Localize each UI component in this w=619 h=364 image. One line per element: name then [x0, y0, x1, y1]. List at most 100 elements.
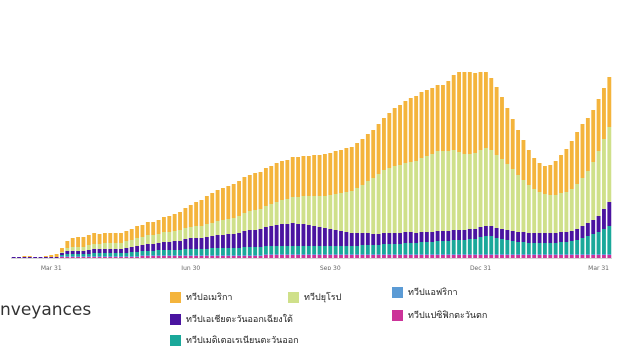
bar-segment-s3-18	[108, 249, 113, 253]
chart-svg: Mar 31 Jun 30 Sep 30 Dec 31 Mar 31	[11, 72, 612, 270]
bar-segment-s4-38	[215, 221, 220, 235]
bar-segment-s5-15	[92, 233, 97, 244]
bar-segment-s2-40	[226, 248, 231, 255]
bar-segment-s0-60	[333, 255, 338, 258]
bar-segment-s0-44	[247, 256, 252, 258]
bar-segment-s1-12	[76, 256, 80, 257]
bar-segment-s4-22	[129, 240, 134, 247]
bar-segment-s1-28	[162, 255, 166, 256]
bar-segment-s1-9	[60, 256, 64, 257]
bar-segment-s4-15	[92, 244, 97, 249]
bar-segment-s5-39	[221, 188, 225, 220]
bar-segment-s3-1	[17, 257, 21, 258]
bar-segment-s2-109	[596, 232, 601, 254]
bar-segment-s1-42	[237, 255, 241, 256]
bar-segment-s3-90	[494, 228, 499, 238]
bar-segment-s3-99	[542, 233, 547, 243]
bar-segment-s5-17	[102, 233, 107, 243]
bar-segment-s3-88	[483, 226, 488, 236]
bar-segment-s3-87	[478, 227, 483, 237]
bar-segment-s3-110	[602, 209, 606, 229]
chart-legend: ทวีปอเมริกา ทวีปยุโรป ทวีปแอฟริกา ทวีปเอ…	[170, 283, 487, 363]
bar-segment-s3-37	[210, 236, 215, 248]
bar-segment-s4-17	[102, 243, 107, 249]
bar-segment-s0-42	[237, 256, 241, 258]
bar-segment-s2-89	[489, 236, 494, 254]
bar-segment-s3-101	[553, 233, 558, 243]
bar-segment-s1-74	[408, 254, 413, 255]
bar-segment-s3-66	[365, 233, 370, 245]
bar-segment-s0-25	[145, 256, 150, 258]
bar-segment-s4-96	[526, 185, 531, 233]
bar-segment-s0-104	[569, 255, 574, 258]
bar-segment-s1-90	[494, 254, 499, 255]
bar-segment-s2-107	[585, 236, 590, 254]
bar-segment-s3-31	[178, 241, 182, 250]
bar-segment-s3-36	[204, 237, 209, 249]
bar-segment-s0-68	[376, 255, 381, 258]
bar-segment-s1-73	[403, 254, 408, 255]
bar-segment-s4-107	[585, 171, 590, 223]
bar-segment-s0-19	[113, 257, 118, 258]
bar-segment-s5-53	[296, 157, 301, 197]
bar-segment-s5-42	[237, 181, 241, 216]
bar-segment-s4-97	[532, 189, 537, 233]
bar-segment-s4-70	[387, 168, 392, 233]
bar-segment-s4-67	[371, 178, 376, 234]
bar-segment-s0-63	[349, 255, 354, 258]
legend-item-africa: ทวีปแอฟริกา	[392, 285, 458, 299]
bar-segment-s1-52	[290, 254, 295, 255]
bar-segment-s1-30	[172, 255, 177, 256]
bar-segment-s3-95	[521, 232, 526, 242]
bar-segment-s1-44	[247, 255, 252, 256]
bar-segment-s4-44	[247, 211, 252, 230]
bar-segment-s4-89	[489, 150, 494, 226]
legend-swatch-americas	[170, 291, 181, 303]
bar-segment-s4-40	[226, 219, 231, 234]
bar-segment-s4-84	[462, 154, 467, 230]
bar-segment-s5-73	[403, 101, 408, 163]
bar-segment-s3-86	[473, 229, 478, 239]
bar-segment-s0-57	[317, 255, 322, 258]
bar-segment-s2-66	[365, 245, 370, 254]
bar-segment-s1-66	[365, 254, 370, 255]
bar-segment-s0-59	[328, 255, 333, 258]
bar-segment-s5-23	[135, 226, 140, 238]
bar-segment-s1-94	[516, 254, 521, 255]
bar-segment-s4-25	[145, 235, 150, 244]
bar-segment-s2-75	[414, 243, 419, 254]
bar-segment-s2-64	[355, 246, 360, 254]
bar-segment-s5-64	[355, 143, 360, 188]
bar-segment-s2-61	[339, 246, 343, 254]
bar-segment-s4-103	[564, 192, 569, 232]
bar-segment-s3-28	[162, 242, 166, 250]
bar-segment-s0-21	[124, 257, 129, 258]
bar-segment-s5-71	[392, 108, 397, 166]
bar-segment-s0-41	[231, 256, 236, 258]
bar-segment-s1-86	[473, 254, 478, 255]
bar-segment-s1-21	[124, 256, 129, 257]
bar-segment-s0-56	[312, 255, 317, 258]
bar-segment-s0-76	[419, 255, 424, 258]
bar-segment-s0-78	[430, 255, 435, 258]
bar-segment-s0-23	[135, 257, 140, 258]
bar-segment-s0-48	[269, 255, 274, 258]
bar-segment-s2-60	[333, 246, 338, 254]
bar-segment-s4-105	[575, 184, 580, 229]
bar-segment-s4-14	[86, 245, 91, 250]
bar-segment-s5-85	[467, 72, 472, 154]
bar-segment-s1-78	[430, 254, 435, 255]
bar-segment-s4-23	[135, 238, 140, 246]
bar-segment-s4-49	[274, 202, 279, 225]
bar-segment-s1-24	[140, 255, 145, 256]
bar-segment-s5-105	[575, 132, 580, 184]
bar-segment-s1-48	[269, 254, 274, 255]
bar-segment-s0-66	[365, 255, 370, 258]
bar-segment-s2-16	[97, 253, 102, 256]
bar-segment-s4-90	[494, 155, 499, 228]
bar-segment-s3-12	[76, 251, 80, 254]
bar-segment-s0-14	[86, 257, 91, 258]
bar-segment-s0-47	[263, 255, 268, 258]
bar-segment-s1-40	[226, 255, 231, 256]
bar-segment-s4-52	[290, 197, 295, 223]
